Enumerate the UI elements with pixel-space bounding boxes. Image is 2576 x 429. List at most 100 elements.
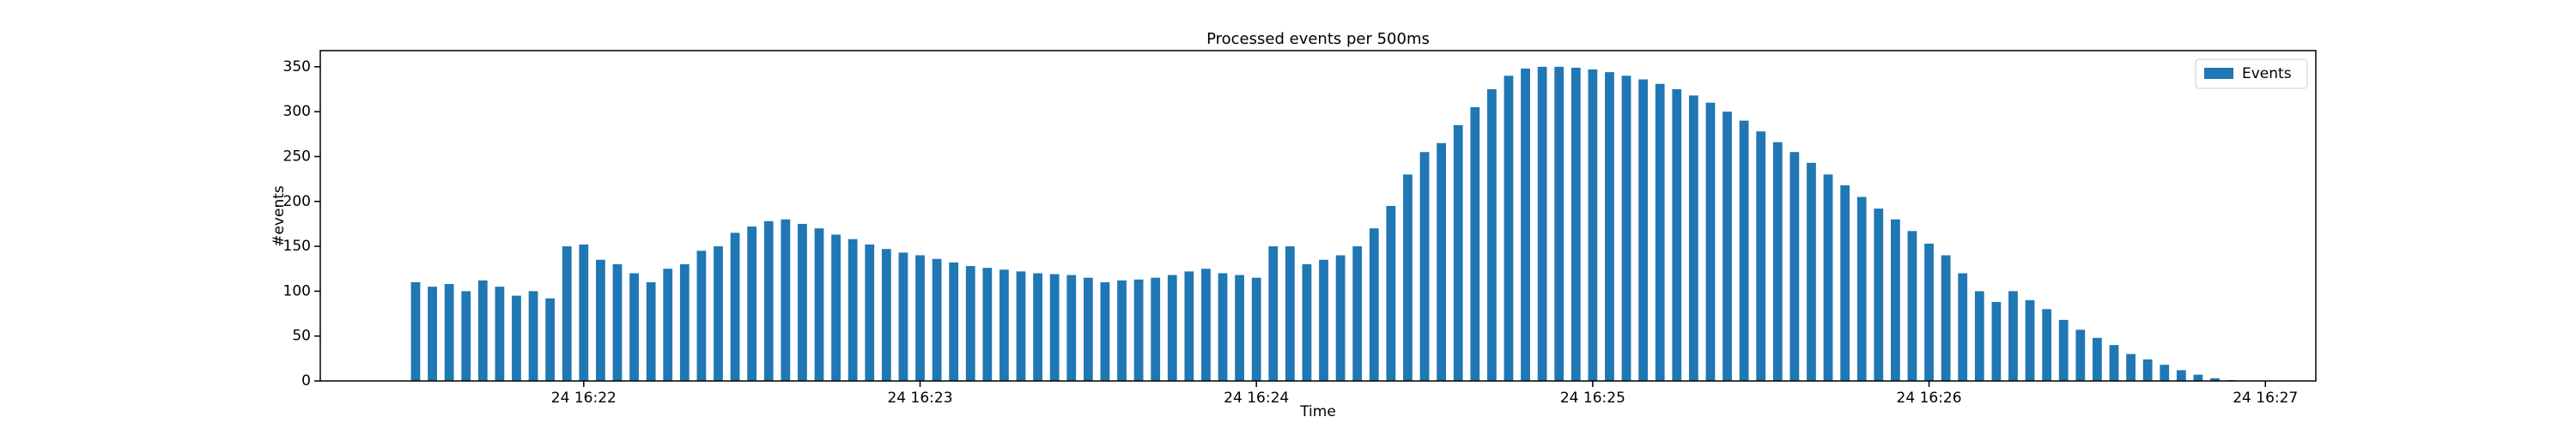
bar (1807, 162, 1816, 381)
bar (1066, 275, 1077, 381)
bar (1184, 271, 1194, 381)
bar (2008, 291, 2018, 381)
bar (1302, 263, 1312, 381)
bar (646, 281, 656, 381)
x-tick-label: 24 16:22 (551, 390, 617, 407)
bar (444, 284, 454, 381)
bar (1319, 259, 1328, 381)
y-tick-label: 150 (283, 238, 311, 255)
y-tick-label: 50 (292, 328, 311, 345)
bar (932, 258, 942, 381)
bar (1941, 255, 1951, 381)
bar (2042, 309, 2052, 381)
bar (1874, 208, 1884, 381)
y-tick-label: 200 (283, 193, 311, 210)
bar (1974, 291, 1984, 381)
bar (1235, 275, 1244, 381)
bar (1268, 246, 1279, 381)
bar (1605, 72, 1614, 381)
bar (679, 263, 690, 381)
x-tick-label: 24 16:24 (1224, 390, 1289, 407)
bar (2176, 370, 2186, 381)
bar (2142, 359, 2153, 381)
bar (1891, 219, 1900, 381)
bar (1856, 196, 1867, 381)
bar (477, 280, 488, 381)
bar (714, 246, 723, 381)
bar (1335, 255, 1346, 381)
bar (814, 228, 824, 381)
bar (898, 252, 908, 381)
bar (461, 291, 471, 381)
bar (1504, 76, 1514, 381)
bar (428, 287, 437, 381)
y-tick-label: 100 (283, 282, 311, 299)
bar (1840, 184, 1850, 381)
bar (410, 281, 421, 381)
bar (495, 287, 505, 381)
bar (1621, 76, 1631, 381)
bar (747, 227, 757, 381)
bar (1588, 69, 1598, 382)
bar (1352, 246, 1363, 381)
bar (596, 259, 605, 381)
bar (629, 273, 639, 381)
bar (1823, 174, 1833, 381)
bar (1151, 277, 1161, 381)
bar (1688, 95, 1698, 381)
bar (1722, 112, 1732, 382)
bar (1554, 66, 1564, 382)
bar (2160, 365, 2170, 381)
y-axis-label: #events (270, 185, 288, 247)
bar (915, 255, 925, 381)
y-tick-label: 300 (283, 103, 311, 120)
plot-frame (319, 50, 2317, 382)
bar (1958, 273, 1968, 381)
bar (1739, 120, 1749, 381)
bar (999, 269, 1009, 381)
bar (1772, 142, 1783, 381)
bar (2210, 378, 2220, 381)
bar (2093, 337, 2102, 381)
x-tick-label: 24 16:23 (887, 390, 952, 407)
bar (865, 244, 875, 381)
bar (663, 269, 673, 381)
bar (1201, 269, 1211, 381)
y-tick-label: 350 (283, 58, 311, 76)
bar (982, 268, 993, 381)
x-tick-label: 24 16:27 (2233, 390, 2298, 407)
bar (1486, 88, 1497, 381)
bar (1521, 68, 1530, 381)
bar (1991, 301, 2002, 381)
bar (1756, 131, 1766, 382)
x-tick-label: 24 16:26 (1897, 390, 1962, 407)
bar (1571, 67, 1581, 381)
chart-title: Processed events per 500ms (1206, 30, 1430, 48)
bar (1419, 152, 1430, 382)
bar (1033, 273, 1042, 381)
bar (1369, 228, 1379, 381)
bar (1386, 205, 1396, 381)
bar (1016, 271, 1026, 381)
bar (1251, 277, 1261, 381)
bar (1705, 102, 1716, 381)
bar (763, 221, 774, 381)
bar (1907, 231, 1917, 381)
bar (1403, 174, 1413, 381)
bar (798, 223, 807, 381)
bar (730, 233, 740, 381)
bar (579, 244, 589, 381)
bar (2058, 319, 2069, 381)
bar (1470, 106, 1480, 381)
bar (965, 266, 975, 381)
bar (781, 219, 791, 381)
bar (1167, 275, 1177, 381)
bar (512, 295, 521, 381)
bar (1638, 79, 1649, 381)
bar (2126, 353, 2136, 381)
bar (949, 262, 959, 381)
bar (1453, 124, 1463, 382)
bar (2025, 299, 2035, 381)
bar (1285, 246, 1295, 381)
